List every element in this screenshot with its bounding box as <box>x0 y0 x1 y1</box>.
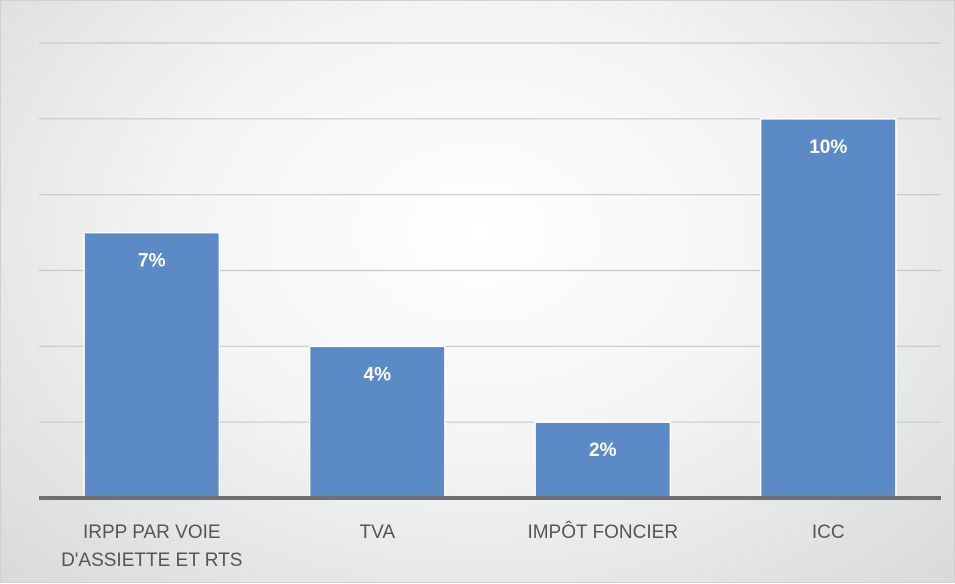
x-tick-label: ICC <box>812 522 845 543</box>
x-tick-label: D'ASSIETTE ET RTS <box>61 550 242 571</box>
data-label: 4% <box>364 364 392 385</box>
data-label: 2% <box>589 440 617 461</box>
bar <box>534 421 672 499</box>
x-tick-label: IMPÔT FONCIER <box>527 521 678 543</box>
x-tick-label: TVA <box>359 522 395 543</box>
data-label: 10% <box>809 137 847 158</box>
bar <box>759 118 897 499</box>
bar <box>83 231 221 499</box>
data-label: 7% <box>138 251 166 272</box>
x-tick-label: IRPP PAR VOIE <box>83 522 221 543</box>
